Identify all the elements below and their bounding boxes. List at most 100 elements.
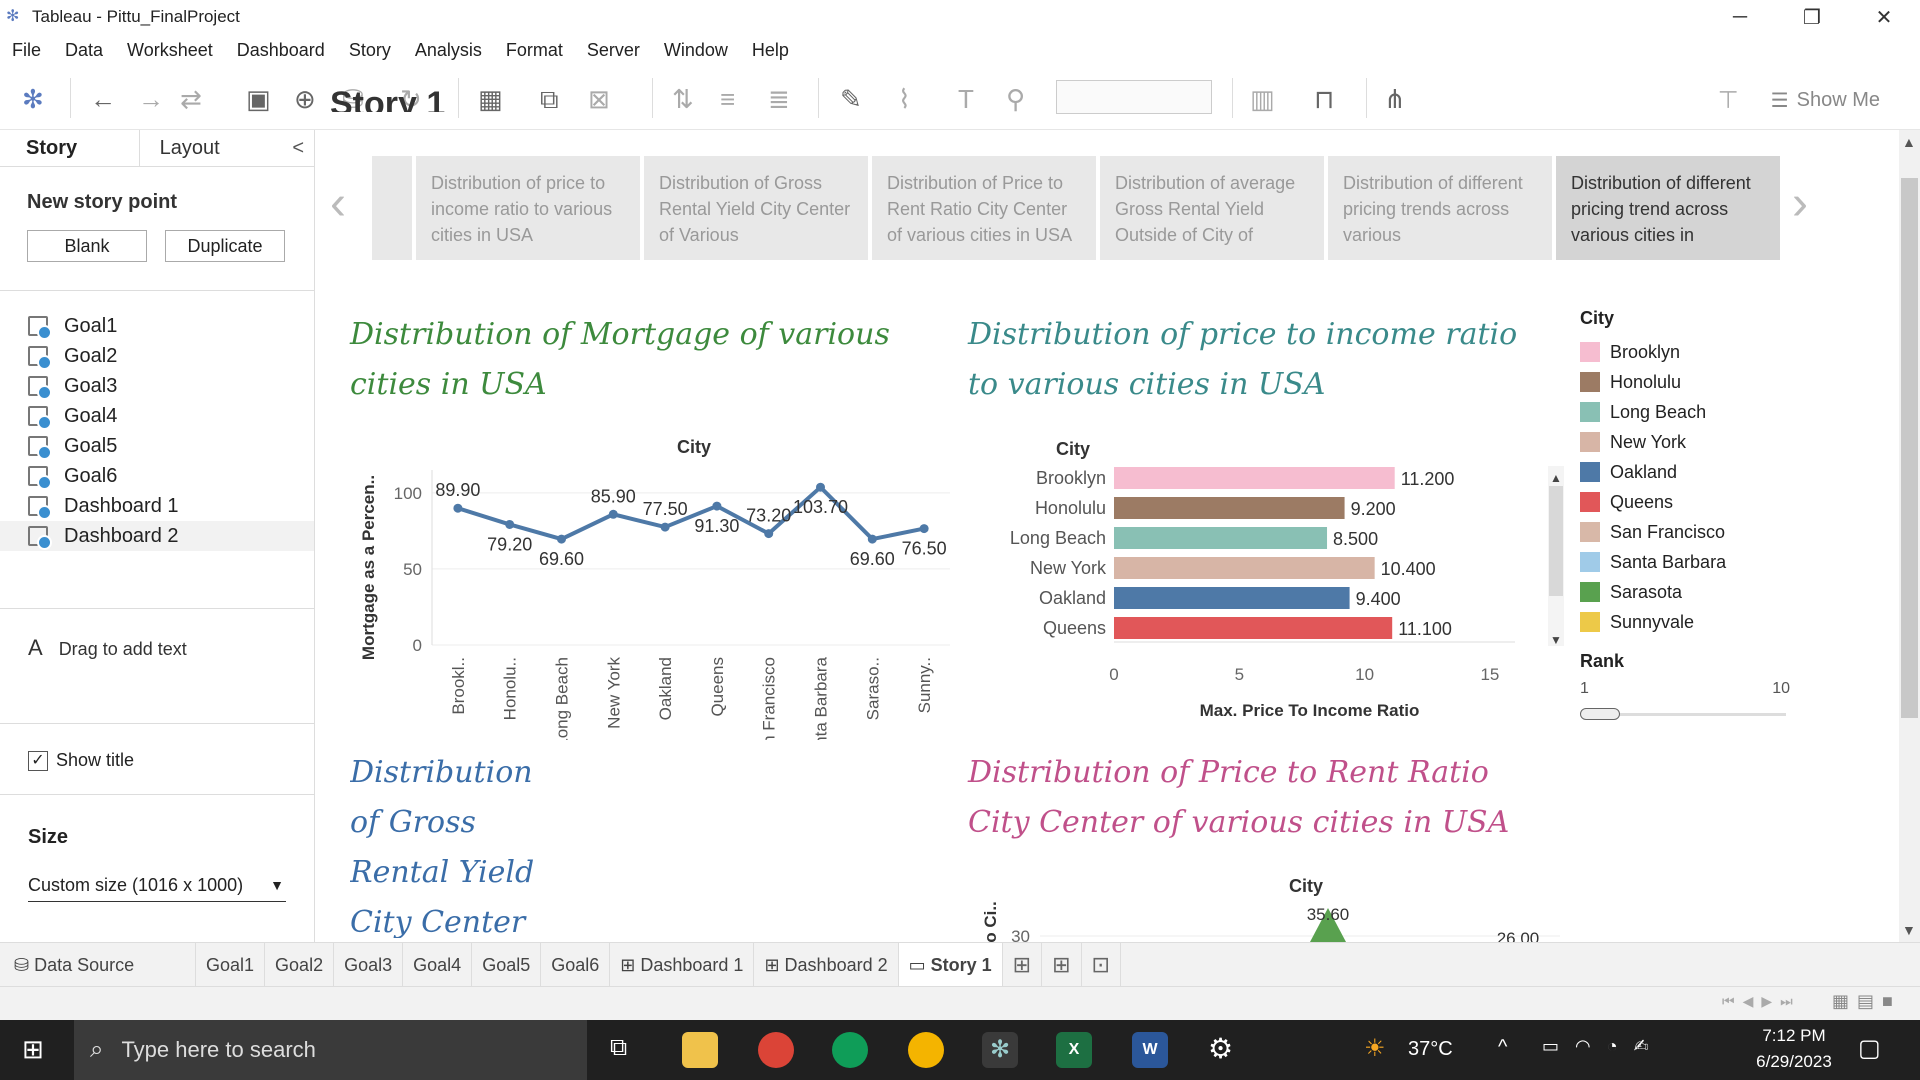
chrome-icon[interactable] bbox=[908, 1032, 944, 1068]
size-dropdown[interactable]: Custom size (1016 x 1000) ▼ bbox=[28, 870, 286, 902]
tableau-taskbar-icon[interactable]: ✻ bbox=[982, 1032, 1018, 1068]
tab-goal4[interactable]: Goal4 bbox=[403, 942, 473, 987]
vertical-scrollbar[interactable]: ▲ ▼ bbox=[1899, 130, 1920, 942]
windows-start-icon[interactable]: ⊞ bbox=[22, 1034, 44, 1064]
menu-server[interactable]: Server bbox=[586, 39, 640, 60]
menu-worksheet[interactable]: Worksheet bbox=[127, 39, 213, 60]
highlight-icon[interactable]: ✎ bbox=[840, 84, 862, 114]
legend-item[interactable]: Brooklyn bbox=[1580, 337, 1790, 367]
list-item[interactable]: Goal4 bbox=[0, 401, 314, 431]
legend-item[interactable]: Oakland bbox=[1580, 457, 1790, 487]
show-title-checkbox[interactable]: ✓ Show title bbox=[28, 750, 134, 771]
legend-item[interactable]: Santa Barbara bbox=[1580, 547, 1790, 577]
legend-item[interactable]: Honolulu bbox=[1580, 367, 1790, 397]
excel-icon[interactable]: X bbox=[1056, 1032, 1092, 1068]
legend-item[interactable]: Long Beach bbox=[1580, 397, 1790, 427]
settings-gear-icon[interactable]: ⚙ bbox=[1208, 1033, 1234, 1064]
new-worksheet-icon[interactable]: ⊞ bbox=[1003, 942, 1043, 987]
legend-item[interactable]: San Francisco bbox=[1580, 517, 1790, 547]
menu-window[interactable]: Window bbox=[663, 39, 728, 60]
story-point[interactable] bbox=[372, 156, 412, 260]
sort-desc-icon[interactable]: ≣ bbox=[768, 84, 790, 114]
menu-story[interactable]: Story bbox=[348, 39, 391, 60]
new-worksheet-icon[interactable]: ▦ bbox=[478, 84, 503, 114]
taskbar-search[interactable]: ⌕ Type here to search bbox=[74, 1020, 587, 1080]
save-icon[interactable]: ▣ bbox=[246, 84, 271, 114]
new-datasource-icon[interactable]: ⊕ bbox=[294, 84, 316, 114]
label-icon[interactable]: T bbox=[958, 84, 974, 114]
collapse-icon[interactable]: < bbox=[292, 137, 304, 159]
menu-file[interactable]: File bbox=[12, 39, 42, 60]
tab-layout[interactable]: Layout < bbox=[140, 130, 314, 166]
tab-goal1[interactable]: Goal1 bbox=[196, 942, 266, 987]
tab-goal2[interactable]: Goal2 bbox=[265, 942, 335, 987]
minimize-button[interactable]: ─ bbox=[1732, 5, 1748, 28]
word-icon[interactable]: W bbox=[1132, 1032, 1168, 1068]
duplicate-sheet-icon[interactable]: ⧉ bbox=[540, 84, 559, 114]
duplicate-button[interactable]: Duplicate bbox=[165, 230, 285, 262]
fit-dropdown[interactable] bbox=[1056, 80, 1212, 114]
menu-analysis[interactable]: Analysis bbox=[414, 39, 482, 60]
tab-goal5[interactable]: Goal5 bbox=[472, 942, 542, 987]
redo-icon[interactable]: → bbox=[138, 84, 164, 114]
share-icon[interactable]: ⋔ bbox=[1384, 84, 1406, 114]
list-item[interactable]: Goal2 bbox=[0, 341, 314, 371]
story-point[interactable]: Distribution of Gross Rental Yield City … bbox=[644, 156, 868, 260]
story-point-current[interactable]: Distribution of different pricing trend … bbox=[1556, 156, 1780, 260]
file-explorer-icon[interactable] bbox=[682, 1032, 718, 1068]
menu-data[interactable]: Data bbox=[65, 39, 104, 60]
tab-story[interactable]: Story bbox=[0, 130, 140, 166]
previous-story-point-icon[interactable]: ‹ bbox=[330, 177, 346, 230]
blank-button[interactable]: Blank bbox=[27, 230, 147, 262]
clear-sheet-icon[interactable]: ⊠ bbox=[588, 84, 610, 114]
sheet-navigation-icons[interactable]: ⏮◀▶⏭ bbox=[1722, 993, 1801, 1009]
story-point[interactable]: Distribution of Price to Rent Ratio City… bbox=[872, 156, 1096, 260]
sort-asc-icon[interactable]: ≡ bbox=[720, 84, 736, 114]
show-me-button[interactable]: ⊤ ☰ Show Me bbox=[1717, 87, 1880, 114]
list-item[interactable]: Dashboard 2 bbox=[0, 521, 314, 551]
drag-text-object[interactable]: A Drag to add text bbox=[28, 635, 187, 660]
tableau-home-icon[interactable]: ✻ bbox=[22, 84, 44, 114]
scroll-up-icon[interactable]: ▲ bbox=[1902, 134, 1916, 150]
datasource-icon[interactable]: ⛁ bbox=[342, 84, 364, 114]
show-cards-icon[interactable]: ▥ bbox=[1250, 84, 1275, 114]
menu-format[interactable]: Format bbox=[505, 39, 563, 60]
tab-dashboard-2[interactable]: ⊞ Dashboard 2 bbox=[754, 942, 899, 987]
legend-item[interactable]: New York bbox=[1580, 427, 1790, 457]
tab-story-1[interactable]: ▭ Story 1 bbox=[898, 942, 1003, 987]
refresh-icon[interactable]: ↻ bbox=[400, 84, 422, 114]
story-point[interactable]: Distribution of different pricing trends… bbox=[1328, 156, 1552, 260]
presentation-mode-icon[interactable]: ⊓ bbox=[1314, 84, 1335, 114]
list-item[interactable]: Goal1 bbox=[0, 311, 314, 341]
swap-icon[interactable]: ⇄ bbox=[180, 84, 202, 114]
rank-slider[interactable] bbox=[1580, 704, 1786, 724]
list-item[interactable]: Dashboard 1 bbox=[0, 491, 314, 521]
undo-icon[interactable]: ← bbox=[90, 84, 116, 114]
tray-icons[interactable]: ▭◠◔✍ bbox=[1542, 1036, 1665, 1056]
list-item[interactable]: Goal3 bbox=[0, 371, 314, 401]
scroll-down-icon[interactable]: ▼ bbox=[1902, 922, 1916, 938]
view-toggle-icons[interactable]: ▦▤■ bbox=[1832, 991, 1901, 1011]
chrome-icon[interactable] bbox=[758, 1032, 794, 1068]
legend-item[interactable]: Sarasota bbox=[1580, 577, 1790, 607]
restore-button[interactable]: ❐ bbox=[1803, 6, 1821, 29]
menu-help[interactable]: Help bbox=[751, 39, 789, 60]
new-dashboard-icon[interactable]: ⊞ bbox=[1042, 942, 1082, 987]
close-button[interactable]: ✕ bbox=[1875, 6, 1893, 29]
new-story-icon[interactable]: ⊡ bbox=[1082, 942, 1121, 987]
list-item[interactable]: Goal6 bbox=[0, 461, 314, 491]
tab-goal6[interactable]: Goal6 bbox=[541, 942, 611, 987]
list-item[interactable]: Goal5 bbox=[0, 431, 314, 461]
group-icon[interactable]: ⌇ bbox=[898, 84, 911, 114]
swap-rows-icon[interactable]: ⇅ bbox=[672, 84, 694, 114]
task-view-icon[interactable]: ⧉ bbox=[610, 1034, 628, 1061]
next-story-point-icon[interactable]: › bbox=[1792, 177, 1808, 230]
tab-data-source[interactable]: ⛁ Data Source bbox=[0, 942, 196, 987]
tab-goal3[interactable]: Goal3 bbox=[334, 942, 404, 987]
pin-icon[interactable]: ⚲ bbox=[1006, 84, 1026, 114]
tooltip-icon[interactable]: ⊤ bbox=[1717, 87, 1739, 114]
notification-icon[interactable]: ▢ bbox=[1858, 1035, 1881, 1062]
story-point[interactable]: Distribution of price to income ratio to… bbox=[416, 156, 640, 260]
legend-item[interactable]: Sunnyvale bbox=[1580, 607, 1790, 637]
scrollbar-thumb[interactable] bbox=[1901, 178, 1918, 718]
